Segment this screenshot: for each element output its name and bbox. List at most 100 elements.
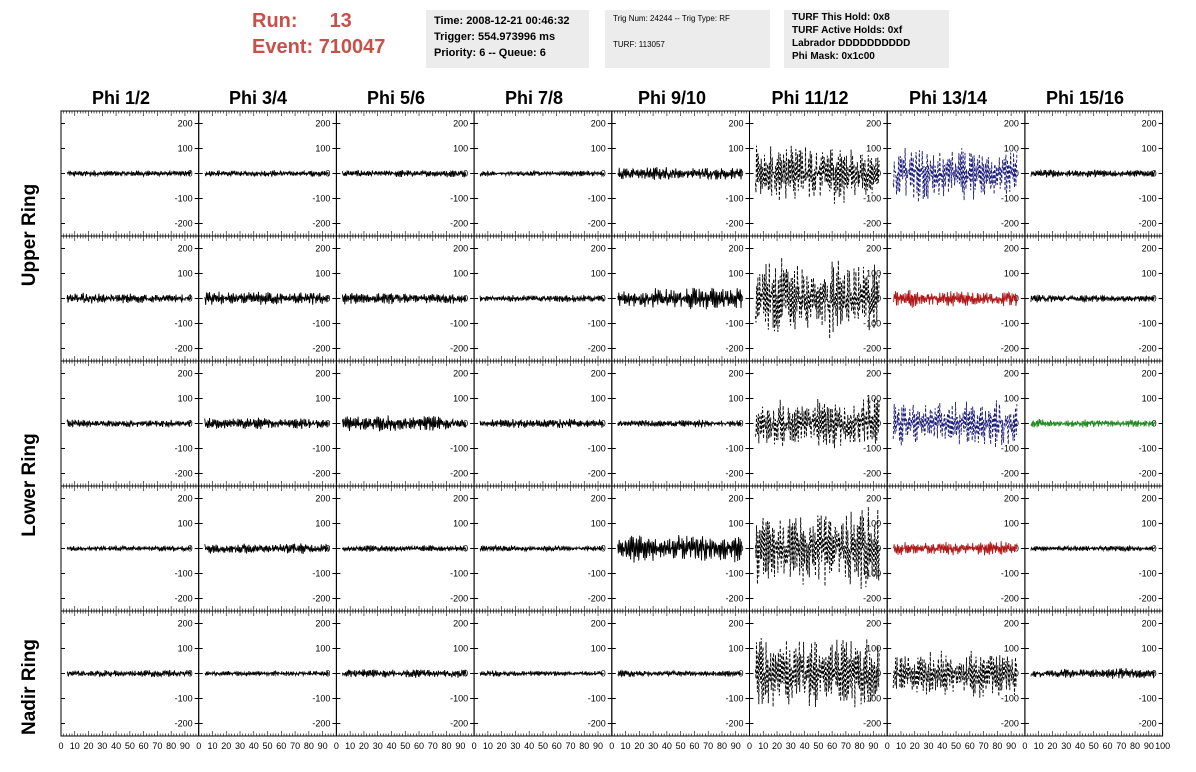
y-tick-label: 200 [1004, 244, 1019, 254]
x-tick-label: 0 [609, 741, 614, 751]
y-tick-label: -200 [725, 469, 743, 479]
y-tick-label: -200 [450, 469, 468, 479]
y-tick-label: -100 [312, 569, 330, 579]
y-tick-label: -200 [1139, 594, 1157, 604]
x-tick-label: 50 [400, 741, 410, 751]
y-tick-label: 0 [876, 169, 881, 179]
waveform-trace [892, 650, 1017, 698]
y-tick-label: 100 [178, 144, 193, 154]
y-tick-label: -100 [312, 319, 330, 329]
x-tick-label: 0 [472, 741, 477, 751]
x-tick-label: 40 [386, 741, 396, 751]
waveform-trace [1030, 668, 1156, 679]
y-tick-label: -200 [588, 469, 606, 479]
waveform-trace [892, 541, 1018, 556]
y-tick-label: -200 [863, 219, 881, 229]
x-tick-label: 90 [593, 741, 603, 751]
turf-hold-text: TURF This Hold: 0x8 [792, 12, 890, 23]
y-tick-label: 200 [315, 244, 330, 254]
waveform-trace [892, 400, 1018, 448]
waveform-trace [66, 544, 192, 553]
y-tick-label: 100 [866, 144, 881, 154]
waveform-trace [755, 257, 880, 339]
y-tick-label: 200 [728, 619, 743, 629]
y-tick-label: 100 [866, 519, 881, 529]
y-tick-label: 100 [453, 394, 468, 404]
waveform-trace [479, 169, 605, 178]
x-tick-label: 80 [992, 741, 1002, 751]
x-tick-label: 90 [868, 741, 878, 751]
y-tick-label: -100 [175, 569, 193, 579]
y-tick-label: -200 [588, 344, 606, 354]
y-tick-label: 0 [738, 669, 743, 679]
y-tick-label: -200 [1139, 469, 1157, 479]
x-tick-label: 70 [1116, 741, 1126, 751]
phi-mask-text: Phi Mask: 0x1c00 [792, 51, 875, 62]
trig-num-text: Trig Num: 24244 -- Trig Type: RF [613, 14, 730, 23]
y-tick-label: 200 [866, 494, 881, 504]
y-tick-label: 100 [315, 644, 330, 654]
y-tick-label: 200 [866, 119, 881, 129]
y-tick-label: -100 [588, 319, 606, 329]
x-tick-label: 50 [951, 741, 961, 751]
y-tick-label: -200 [1001, 469, 1019, 479]
y-tick-label: 100 [178, 644, 193, 654]
x-tick-label: 20 [359, 741, 369, 751]
x-tick-label: 80 [1130, 741, 1140, 751]
y-tick-label: -100 [175, 694, 193, 704]
y-tick-label: 100 [178, 519, 193, 529]
column-header-phi-7-8: Phi 7/8 [504, 88, 564, 108]
y-tick-label: -100 [1139, 569, 1157, 579]
y-tick-label: -100 [1139, 694, 1157, 704]
y-tick-label: 200 [728, 119, 743, 129]
y-tick-label: 100 [728, 644, 743, 654]
x-tick-label: 60 [1103, 741, 1113, 751]
y-tick-label: -100 [863, 194, 881, 204]
y-tick-label: -100 [1139, 194, 1157, 204]
x-tick-label: 30 [786, 741, 796, 751]
x-tick-label: 60 [689, 741, 699, 751]
y-tick-label: 100 [728, 269, 743, 279]
waveform-trace [1030, 419, 1156, 429]
y-tick-label: 200 [866, 619, 881, 629]
x-tick-label: 30 [510, 741, 520, 751]
y-tick-label: -200 [312, 719, 330, 729]
y-tick-label: 100 [728, 394, 743, 404]
y-tick-label: 0 [876, 544, 881, 554]
y-tick-label: 200 [178, 244, 193, 254]
waveform-trace [479, 669, 605, 678]
waveform-trace [66, 669, 192, 678]
y-tick-label: 200 [1004, 494, 1019, 504]
y-tick-label: -200 [450, 594, 468, 604]
x-tick-label: 30 [97, 741, 107, 751]
y-tick-label: -100 [725, 569, 743, 579]
x-tick-label: 90 [180, 741, 190, 751]
y-tick-label: -200 [588, 219, 606, 229]
x-tick-label: 30 [235, 741, 245, 751]
y-tick-label: 200 [728, 494, 743, 504]
x-tick-label: 80 [855, 741, 865, 751]
y-tick-label: -100 [863, 444, 881, 454]
waveform-trace [617, 419, 742, 429]
y-tick-label: 0 [876, 294, 881, 304]
y-tick-label: 200 [591, 119, 606, 129]
y-tick-label: -100 [588, 569, 606, 579]
x-tick-label: 70 [703, 741, 713, 751]
waveform-trace [755, 637, 880, 708]
y-tick-label: -200 [175, 719, 193, 729]
y-tick-label: -200 [175, 469, 193, 479]
run-line: Run: 13 [252, 8, 385, 34]
trigger-text: Trigger: 554.973996 ms [434, 31, 556, 43]
y-tick-label: 200 [591, 619, 606, 629]
waveform-trace [617, 534, 742, 563]
y-tick-label: 0 [601, 294, 606, 304]
y-tick-label: 100 [1004, 519, 1019, 529]
y-tick-label: 100 [453, 144, 468, 154]
y-tick-label: 100 [453, 644, 468, 654]
y-tick-label: -200 [725, 344, 743, 354]
x-tick-label: 50 [813, 741, 823, 751]
y-tick-label: 0 [1014, 169, 1019, 179]
x-tick-label: 40 [800, 741, 810, 751]
x-tick-label: 90 [1144, 741, 1154, 751]
